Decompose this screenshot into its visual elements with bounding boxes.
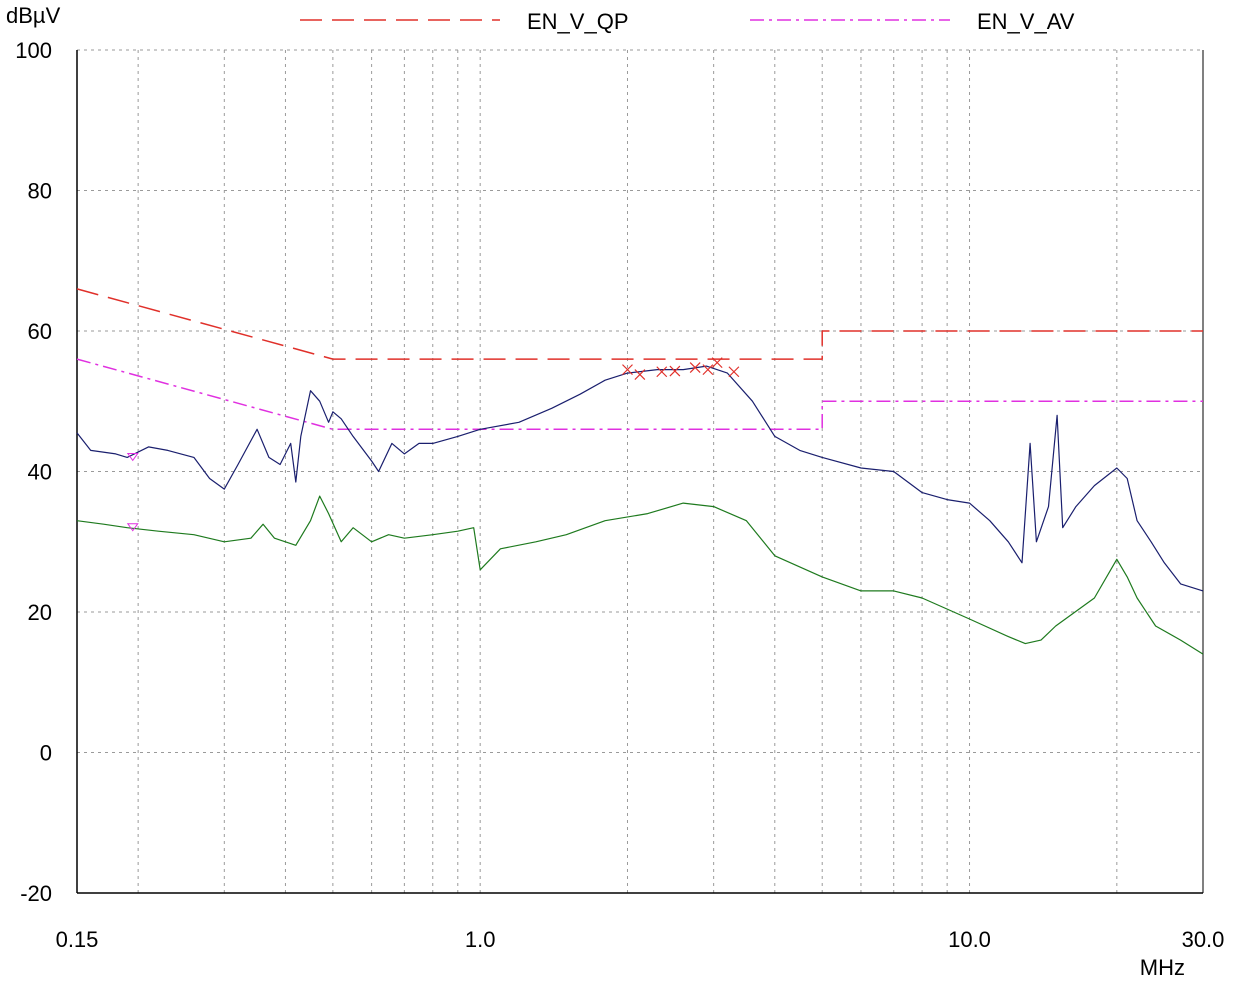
peak-marker-triangle <box>126 452 139 462</box>
y-tick-label: 60 <box>28 319 52 344</box>
peak-marker-x <box>634 369 646 380</box>
plot-area <box>76 50 1204 894</box>
x-tick-label: 30.0 <box>1182 927 1225 952</box>
y-tick-label: -20 <box>20 881 52 906</box>
peak-marker-x <box>689 362 701 373</box>
series-average-trace-3 <box>76 495 1204 655</box>
peak-marker-x <box>656 366 668 378</box>
legend: EN_V_QP EN_V_AV <box>300 9 1075 34</box>
legend-label-qp: EN_V_QP <box>527 9 629 34</box>
legend-label-av: EN_V_AV <box>977 9 1075 34</box>
x-axis-label: MHz <box>1140 955 1185 980</box>
series-limit-0 <box>76 288 1203 360</box>
x-tick-label: 0.15 <box>56 927 99 952</box>
tick-labels: -20 0 20 40 60 80 100 0.15 1.0 10.0 30.0 <box>15 38 1224 952</box>
x-tick-label: 10.0 <box>948 927 991 952</box>
y-axis-label: dBµV <box>6 3 61 28</box>
peak-marker-x <box>702 364 714 376</box>
y-tick-label: 40 <box>28 460 52 485</box>
peak-marker-x <box>728 366 740 378</box>
series-layer <box>76 288 1204 655</box>
peak-marker-x <box>669 365 681 377</box>
series-peak-trace-2 <box>76 365 1204 592</box>
peak-marker-triangle <box>126 523 139 532</box>
y-tick-label: 80 <box>28 179 52 204</box>
peak-marker-x <box>622 364 633 376</box>
marker-layer <box>126 357 740 532</box>
y-tick-label: 100 <box>15 38 52 63</box>
y-tick-label: 0 <box>40 741 52 766</box>
peak-marker-x <box>711 357 723 369</box>
x-tick-label: 1.0 <box>465 927 496 952</box>
y-tick-label: 20 <box>28 600 52 625</box>
